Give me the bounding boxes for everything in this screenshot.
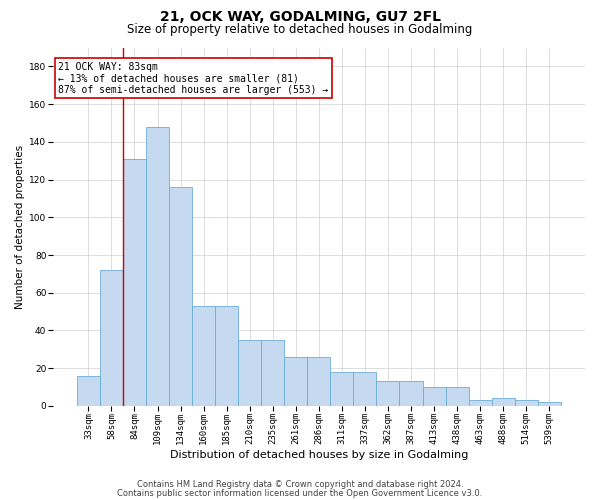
Bar bbox=[515, 400, 538, 406]
Bar bbox=[331, 372, 353, 406]
Text: Contains HM Land Registry data © Crown copyright and database right 2024.: Contains HM Land Registry data © Crown c… bbox=[137, 480, 463, 489]
Text: 21, OCK WAY, GODALMING, GU7 2FL: 21, OCK WAY, GODALMING, GU7 2FL bbox=[160, 10, 440, 24]
Bar bbox=[261, 340, 284, 406]
Bar bbox=[100, 270, 123, 406]
Bar bbox=[146, 126, 169, 406]
X-axis label: Distribution of detached houses by size in Godalming: Distribution of detached houses by size … bbox=[170, 450, 468, 460]
Bar bbox=[77, 376, 100, 406]
Text: Contains public sector information licensed under the Open Government Licence v3: Contains public sector information licen… bbox=[118, 488, 482, 498]
Bar bbox=[446, 387, 469, 406]
Bar bbox=[491, 398, 515, 406]
Bar bbox=[284, 357, 307, 406]
Bar bbox=[192, 306, 215, 406]
Bar bbox=[376, 382, 400, 406]
Bar bbox=[307, 357, 331, 406]
Text: 21 OCK WAY: 83sqm
← 13% of detached houses are smaller (81)
87% of semi-detached: 21 OCK WAY: 83sqm ← 13% of detached hous… bbox=[58, 62, 328, 95]
Text: Size of property relative to detached houses in Godalming: Size of property relative to detached ho… bbox=[127, 22, 473, 36]
Bar bbox=[353, 372, 376, 406]
Bar bbox=[469, 400, 491, 406]
Bar bbox=[422, 387, 446, 406]
Bar bbox=[538, 402, 561, 406]
Bar bbox=[215, 306, 238, 406]
Bar bbox=[123, 159, 146, 406]
Bar bbox=[400, 382, 422, 406]
Y-axis label: Number of detached properties: Number of detached properties bbox=[15, 144, 25, 309]
Bar bbox=[238, 340, 261, 406]
Bar bbox=[169, 187, 192, 406]
